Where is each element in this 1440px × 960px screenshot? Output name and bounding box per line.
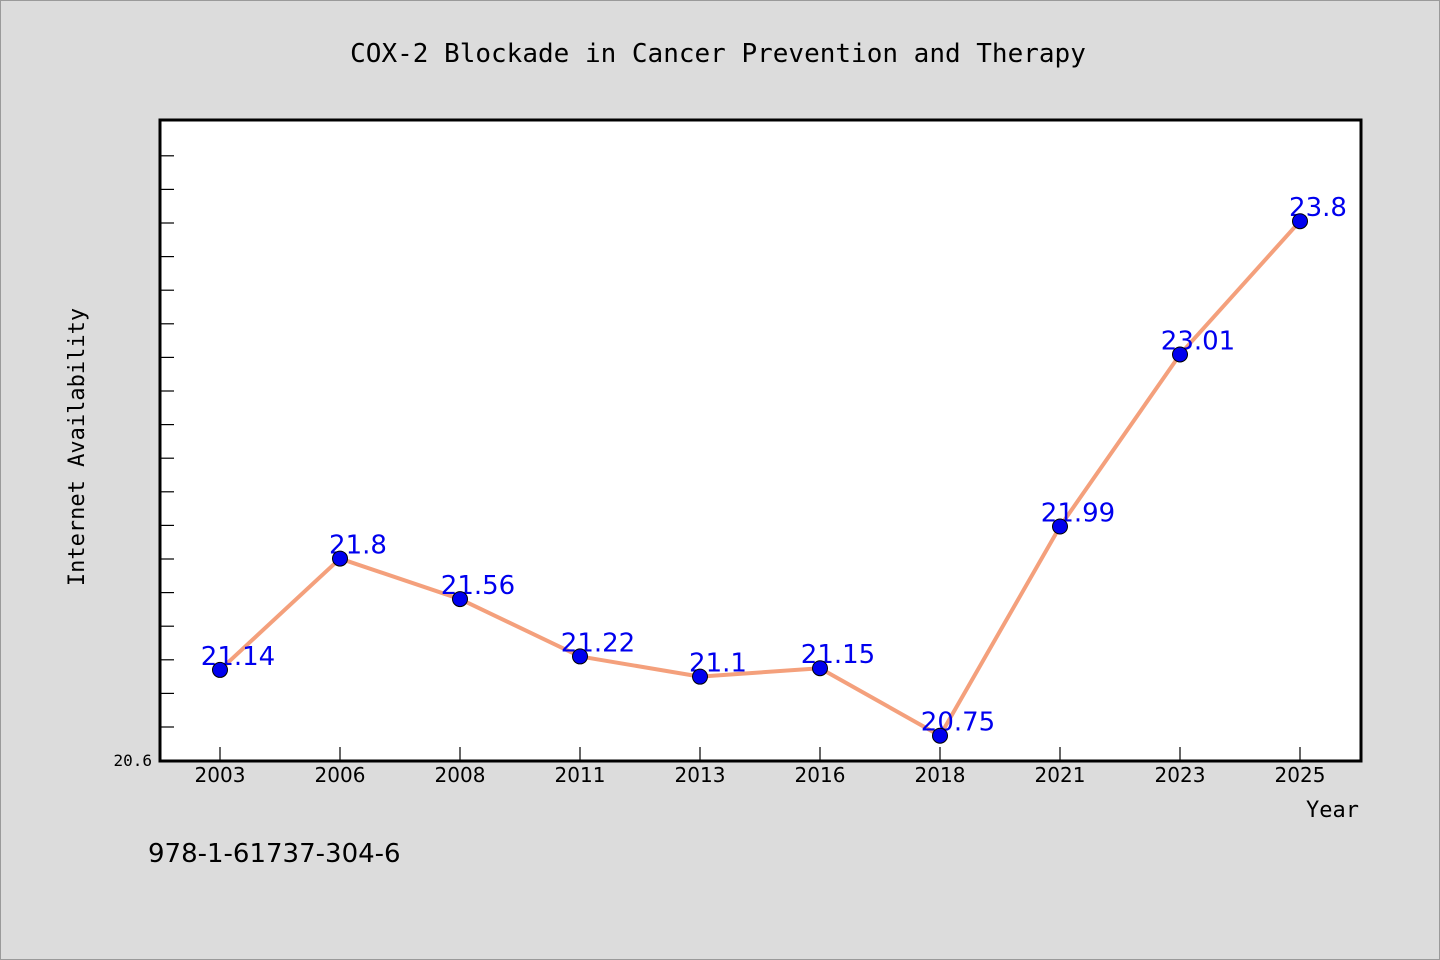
x-tick-label: 2018 — [915, 763, 966, 787]
chart-title: COX-2 Blockade in Cancer Prevention and … — [350, 39, 1086, 69]
x-tick-label: 2023 — [1155, 763, 1206, 787]
data-point — [1172, 346, 1188, 363]
x-axis-ticks — [219, 747, 1301, 761]
x-tick-label: 2025 — [1275, 763, 1326, 787]
data-point — [1292, 213, 1308, 230]
isbn-text: 978-1-61737-304-6 — [148, 839, 401, 869]
data-point — [1052, 518, 1068, 535]
y-axis-label: Internet Availability — [65, 308, 90, 586]
data-markers — [212, 213, 1308, 744]
data-label: 21.56 — [441, 571, 515, 601]
x-tick-label: 2008 — [435, 763, 486, 787]
x-tick-label: 2013 — [675, 763, 726, 787]
plot-area — [158, 118, 1363, 763]
data-point — [452, 591, 468, 608]
data-label: 20.75 — [921, 708, 995, 738]
data-point — [332, 550, 348, 567]
x-tick-label: 2003 — [195, 763, 246, 787]
data-label: 23.01 — [1161, 326, 1235, 356]
x-tick-label: 2021 — [1035, 763, 1086, 787]
data-label: 21.99 — [1041, 499, 1115, 529]
x-tick-label: 2016 — [795, 763, 846, 787]
data-label: 21.22 — [561, 628, 635, 658]
data-point — [692, 668, 708, 685]
x-axis-label: Year — [1306, 798, 1359, 823]
data-label: 21.15 — [801, 640, 875, 670]
x-tick-label: 2006 — [315, 763, 366, 787]
data-label: 21.14 — [201, 642, 275, 672]
x-axis-tick-labels: 2003 2006 2008 2011 2013 2016 2018 2021 2023 2025 — [195, 763, 1326, 787]
data-point — [572, 648, 588, 665]
data-point — [212, 661, 228, 678]
x-tick-label: 2011 — [555, 763, 606, 787]
series-line — [218, 219, 1302, 738]
data-point — [812, 660, 828, 677]
y-tick-label: 20.6 — [113, 751, 152, 770]
y-axis-ticks — [160, 155, 174, 728]
data-point — [932, 727, 948, 744]
